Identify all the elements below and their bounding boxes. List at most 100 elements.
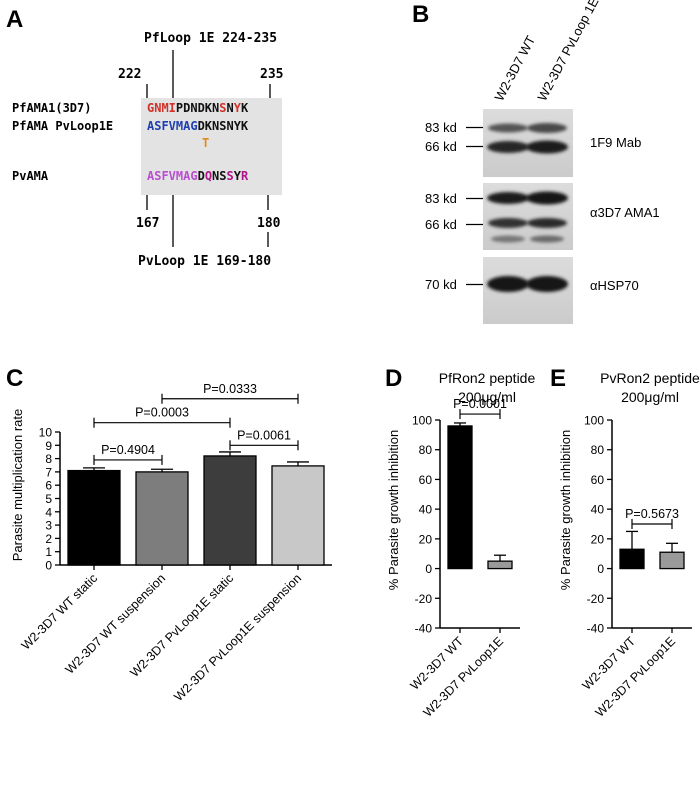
y-tick-label: 20 bbox=[419, 532, 433, 546]
sequence-segment: Y bbox=[234, 101, 242, 115]
sequence-segment: ASFVMAG bbox=[147, 169, 198, 183]
y-tick-label: 80 bbox=[419, 443, 433, 457]
bar bbox=[203, 455, 257, 566]
pv-start-position: 167 bbox=[136, 216, 159, 231]
sequence-pfama-pvloop1e: ASFVMAGDKNSNYK bbox=[147, 119, 249, 133]
pv-loop-label: PvLoop 1E 169-180 bbox=[138, 254, 271, 269]
y-tick-label: -20 bbox=[587, 592, 605, 606]
y-tick-label: 6 bbox=[45, 479, 52, 493]
y-tick-label: 0 bbox=[45, 559, 52, 573]
y-tick-label: 60 bbox=[591, 473, 605, 487]
band bbox=[491, 235, 525, 243]
band bbox=[488, 123, 528, 133]
y-tick-label: -40 bbox=[587, 622, 605, 636]
band bbox=[487, 141, 529, 153]
x-tick-label: W2-3D7 PvLoop1E bbox=[593, 634, 679, 720]
y-tick-label: -20 bbox=[415, 592, 433, 606]
y-tick-label: 1 bbox=[45, 545, 52, 559]
x-tick-label: W2-3D7 PvLoop1E bbox=[421, 634, 507, 720]
panel-e: E PvRon2 peptide 200μg/ml % Parasite gro… bbox=[550, 365, 700, 720]
panel-c-letter: C bbox=[6, 365, 23, 392]
chart-e-title-line1: PvRon2 peptide bbox=[600, 370, 700, 386]
band bbox=[527, 123, 567, 133]
sequence-pvama: ASFVMAGDQNSSYR bbox=[147, 169, 249, 183]
y-tick-label: 40 bbox=[591, 503, 605, 517]
sequence-segment: DKNSNYK bbox=[198, 119, 249, 133]
row-label-pfama1: PfAMA1(3D7) bbox=[12, 101, 91, 115]
p-value-label: P=0.0003 bbox=[135, 406, 189, 420]
band bbox=[488, 218, 528, 228]
panel-b: B W2-3D7 WT W2-3D7 PvLoop 1E 83 kd 66 kd… bbox=[412, 0, 660, 324]
y-tick-label: 100 bbox=[584, 414, 604, 428]
band bbox=[527, 218, 567, 228]
sequence-pfama1: GNMIPDNDKNSNYK bbox=[147, 101, 249, 115]
bar bbox=[271, 465, 325, 566]
y-tick-label: 9 bbox=[45, 439, 52, 453]
row-label-pfama-pvloop1e: PfAMA PvLoop1E bbox=[12, 119, 113, 133]
sequence-segment: ASFVMAG bbox=[147, 119, 198, 133]
y-tick-label: 100 bbox=[412, 414, 432, 428]
panel-b-letter: B bbox=[412, 1, 429, 28]
panel-d-letter: D bbox=[385, 365, 402, 392]
y-tick-label: 3 bbox=[45, 519, 52, 533]
sequence-segment: S bbox=[219, 101, 226, 115]
pf-loop-label: PfLoop 1E 224-235 bbox=[144, 31, 277, 46]
sequence-segment: D bbox=[198, 169, 205, 183]
p-value-label: P=0.0061 bbox=[237, 428, 291, 442]
y-tick-label: 2 bbox=[45, 532, 52, 546]
panel-c: C Parasite multiplication rate 012345678… bbox=[6, 365, 332, 704]
y-tick-label: 20 bbox=[591, 532, 605, 546]
chart-c-ylabel: Parasite multiplication rate bbox=[10, 409, 25, 561]
pf-end-position: 235 bbox=[260, 67, 283, 82]
bar bbox=[619, 548, 645, 570]
panel-e-letter: E bbox=[550, 365, 566, 392]
sequence-segment: GNMI bbox=[147, 101, 176, 115]
marker-label: 83 kd bbox=[425, 120, 457, 135]
pv-end-position: 180 bbox=[257, 216, 281, 231]
sequence-segment: N bbox=[227, 101, 234, 115]
antibody-label: αHSP70 bbox=[590, 278, 639, 293]
lane-label-wt: W2-3D7 WT bbox=[491, 33, 538, 103]
bar bbox=[447, 425, 473, 570]
sequence-segment: R bbox=[241, 169, 249, 183]
band bbox=[526, 140, 568, 154]
p-value-label: P=0.0333 bbox=[203, 382, 257, 396]
row-label-pvama: PvAMA bbox=[12, 169, 49, 183]
band bbox=[526, 191, 568, 205]
chart-e-title-line2: 200μg/ml bbox=[621, 389, 679, 405]
p-value-label: P=0.5673 bbox=[625, 507, 679, 521]
chart-d-ylabel: % Parasite growth inhibition bbox=[386, 430, 401, 590]
y-tick-label: 4 bbox=[45, 505, 52, 519]
x-tick-label: W2-3D7 PvLoop1E suspension bbox=[171, 571, 304, 704]
panel-a-letter: A bbox=[6, 6, 23, 33]
sequence-segment: Q bbox=[205, 169, 212, 183]
sequence-segment: PDNDKN bbox=[176, 101, 219, 115]
bar bbox=[67, 469, 121, 566]
antibody-label: 1F9 Mab bbox=[590, 135, 641, 150]
y-tick-label: 5 bbox=[45, 492, 52, 506]
panel-d: D PfRon2 peptide 200μg/ml % Parasite gro… bbox=[385, 365, 535, 720]
y-tick-label: 40 bbox=[419, 503, 433, 517]
band bbox=[487, 192, 529, 204]
y-tick-label: 60 bbox=[419, 473, 433, 487]
band bbox=[530, 235, 564, 243]
variant-t: T bbox=[202, 136, 209, 150]
marker-label: 70 kd bbox=[425, 277, 457, 292]
band bbox=[526, 276, 568, 292]
sequence-segment: K bbox=[241, 101, 249, 115]
sequence-segment: NS bbox=[212, 169, 226, 183]
y-tick-label: 10 bbox=[39, 426, 53, 440]
y-tick-label: 8 bbox=[45, 452, 52, 466]
marker-label: 66 kd bbox=[425, 217, 457, 232]
band bbox=[487, 276, 529, 292]
marker-label: 66 kd bbox=[425, 139, 457, 154]
sequence-segment: S bbox=[227, 169, 234, 183]
chart-d-title-line2: 200μg/ml bbox=[458, 389, 516, 405]
lane-label-pvloop1e: W2-3D7 PvLoop 1E bbox=[534, 0, 601, 103]
panel-a: A PfLoop 1E 224-235 222 235 PfAMA1(3D7) … bbox=[6, 6, 283, 269]
sequence-segment: Y bbox=[234, 169, 242, 183]
marker-label: 83 kd bbox=[425, 191, 457, 206]
